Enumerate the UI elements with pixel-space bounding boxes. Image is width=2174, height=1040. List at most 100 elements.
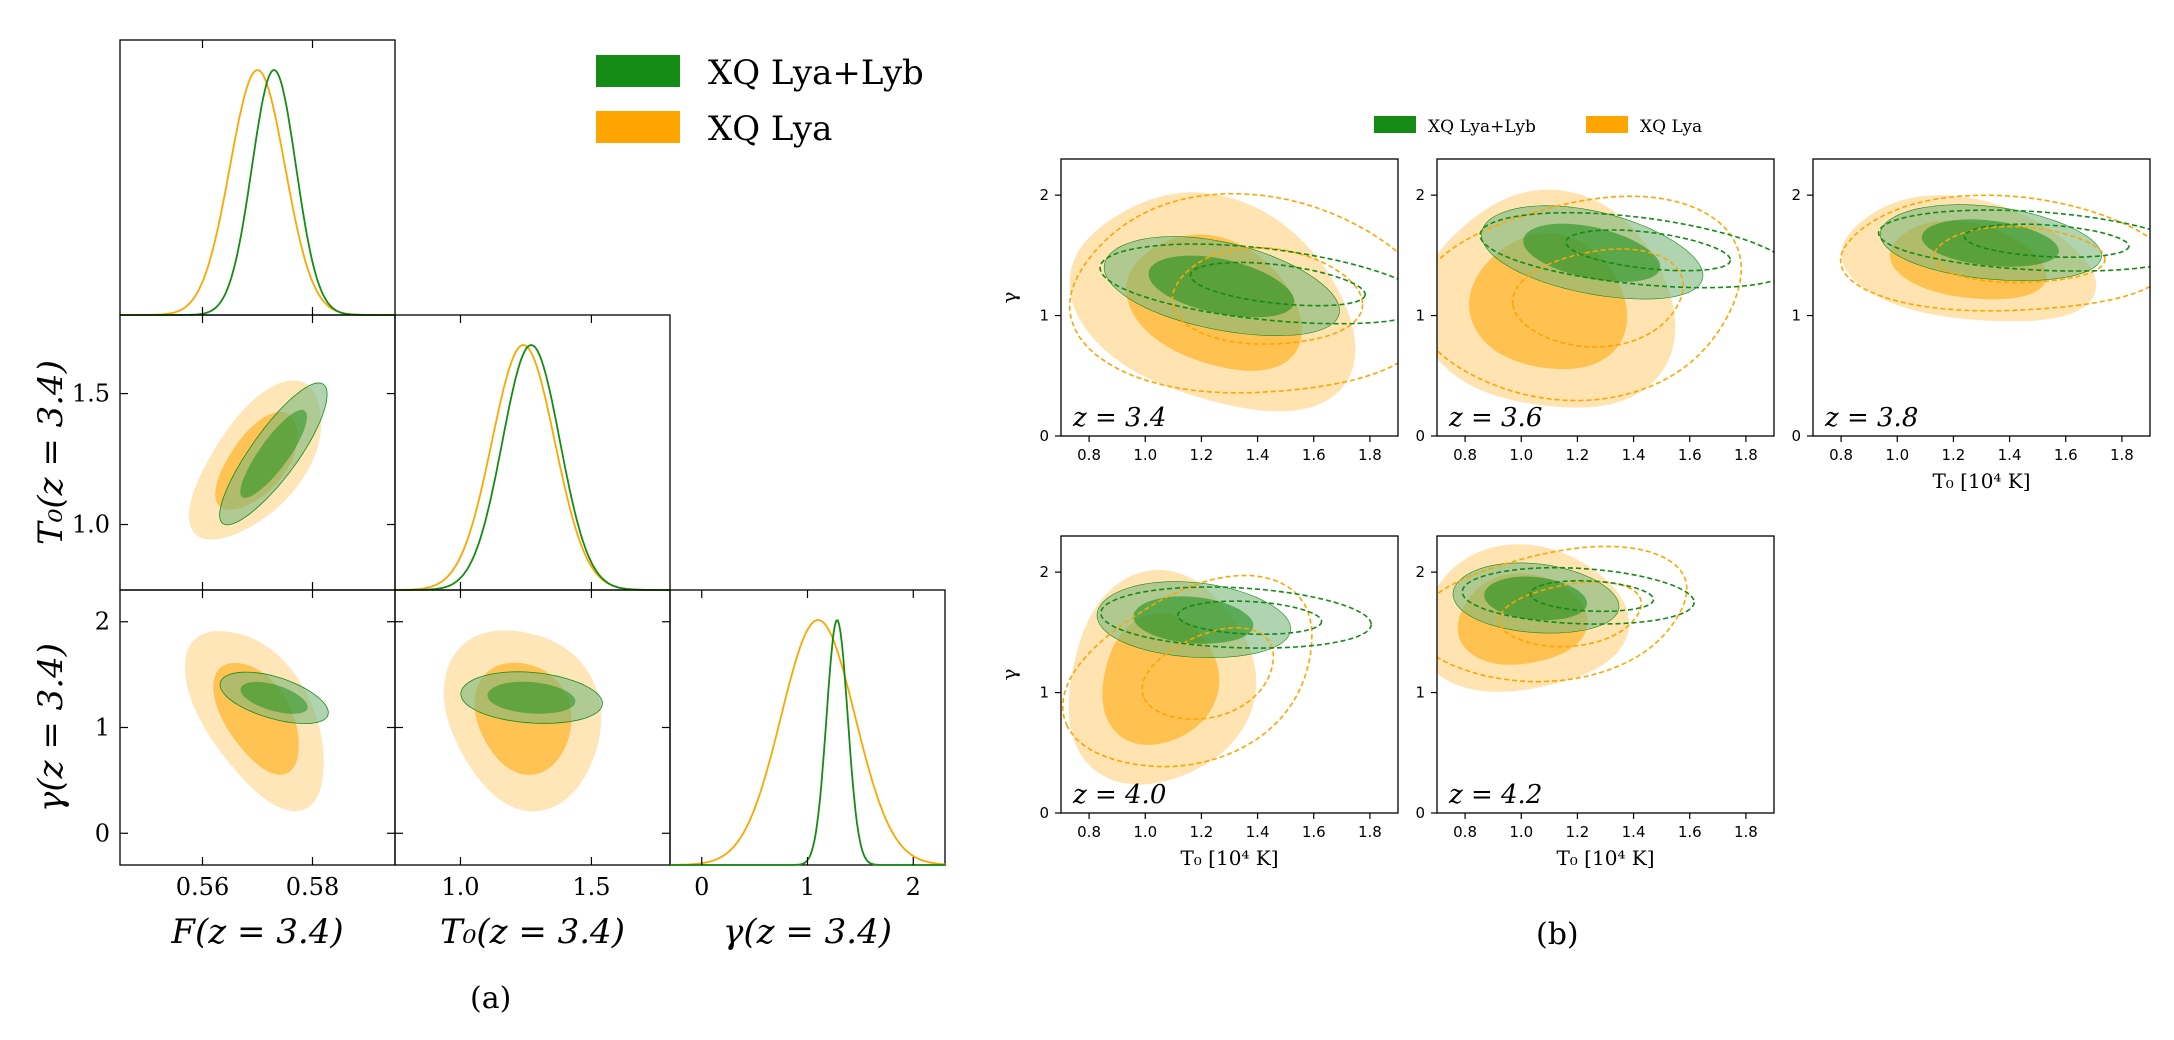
marginal-curve-xqlyalyb <box>120 69 395 316</box>
y-tick-label: 2 <box>1039 563 1049 581</box>
contour-layer <box>188 380 328 540</box>
y-tick-label: 2 <box>1039 186 1049 204</box>
corner-legend: XQ Lya+Lyb XQ Lya <box>596 53 924 149</box>
dashed-68-lyalyb <box>1963 223 2130 258</box>
dashed-68-lyalyb <box>1189 261 1367 307</box>
x-tick-label: 1 <box>800 873 815 901</box>
x-tick-label: 1.2 <box>1941 446 1965 464</box>
panel-label-a: (a) <box>470 981 511 1016</box>
x-tick-label: 1.6 <box>1302 446 1326 464</box>
panel-label-b: (b) <box>1536 917 1579 952</box>
x-tick-label: 1.8 <box>2110 446 2134 464</box>
legend-label-lya: XQ Lya <box>708 109 832 149</box>
redshift-label: z = 3.8 <box>1824 403 1918 433</box>
grid-panel-3: 0.8 1.0 1.2 1.4 1.6 1.8 0 1 2 z = 4.0 γ T₀ [10⁴ K] <box>997 535 1399 870</box>
grid-axes-frame <box>1436 535 1775 814</box>
y-tick-label: 1.0 <box>72 511 110 539</box>
y-tick-label: 2 <box>1415 186 1425 204</box>
legend-label-grid-lyalyb: XQ Lya+Lyb <box>1428 117 1536 137</box>
dashed-95-lyalyb <box>1877 209 2150 272</box>
y-tick-label: 2 <box>1415 563 1425 581</box>
x-tick-label: 0.8 <box>1077 823 1101 841</box>
dashed-95-lyalyb <box>1479 211 1774 289</box>
contour-grid: 0.8 1.0 1.2 1.4 1.6 1.8 0 1 2 z = 3.4 γ 0.8 1.0 1.2 1.… <box>997 158 2151 870</box>
x-tick-label: 0.58 <box>286 873 339 901</box>
dashed-68-lya <box>1498 581 1643 648</box>
corner-cell-1-1 <box>394 314 671 591</box>
x-tick-label: 1.2 <box>1189 446 1213 464</box>
dashed-95-lya <box>1437 545 1688 683</box>
x-tick-label: 1.4 <box>1622 823 1646 841</box>
legend-swatch-lya <box>596 111 680 143</box>
redshift-label: z = 4.0 <box>1072 780 1166 810</box>
x-tick-label: 1.8 <box>1358 823 1382 841</box>
contour-layer <box>1839 194 2150 322</box>
x-tick-label: 1.6 <box>1678 823 1702 841</box>
x-axis-label: T₀ [10⁴ K] <box>1932 469 2030 493</box>
x-tick-label: 2 <box>906 873 921 901</box>
contour-layer <box>443 630 603 812</box>
x-tick-label: 0 <box>694 873 709 901</box>
redshift-label: z = 4.2 <box>1448 780 1542 810</box>
x-tick-label: 1.0 <box>1133 446 1157 464</box>
y-tick-label: 1 <box>1415 684 1425 702</box>
dashed-95-lya <box>1437 195 1743 402</box>
legend-swatch-lyalyb <box>596 55 680 87</box>
grid-legend: XQ Lya+Lyb XQ Lya <box>1374 116 1702 137</box>
x-tick-label: 0.8 <box>1829 446 1853 464</box>
x-tick-label: 1.0 <box>1133 823 1157 841</box>
dashed-95-lyalyb <box>1100 586 1373 649</box>
x-tick-label: 1.8 <box>1734 446 1758 464</box>
x-tick-label: 1.8 <box>1358 446 1382 464</box>
y-axis-label-gamma: γ(z = 3.4) <box>31 643 71 812</box>
contour-layer <box>184 631 329 812</box>
y-tick-label: 0 <box>1039 804 1049 822</box>
corner-cell-1-0: 1.0 1.5 <box>72 314 396 591</box>
y-tick-label: 1 <box>1039 307 1049 325</box>
grid-panel-0: 0.8 1.0 1.2 1.4 1.6 1.8 0 1 2 z = 3.4 γ <box>997 158 1399 464</box>
corner-cell-2-1: 1.0 1.5 <box>394 589 671 901</box>
dashed-95-lyalyb <box>1461 566 1695 625</box>
legend-label-lyalyb: XQ Lya+Lyb <box>708 53 924 93</box>
marginal-curve-xqlya <box>670 619 946 866</box>
x-axis-label: T₀ [10⁴ K] <box>1180 846 1278 870</box>
x-tick-label: 1.6 <box>2054 446 2078 464</box>
marginal-curve-xqlya <box>120 69 395 316</box>
dashed-95-lya <box>1061 574 1313 768</box>
y-axis-label-T0: T₀(z = 3.4) <box>31 360 71 545</box>
y-tick-label: 0 <box>1415 804 1425 822</box>
grid-axes-frame <box>1060 535 1399 814</box>
y-tick-label: 1 <box>1415 307 1425 325</box>
y-tick-label: 1.5 <box>72 380 110 408</box>
x-tick-label: 1.0 <box>441 873 479 901</box>
dashed-68-lya <box>1171 247 1364 345</box>
corner-axes-frame <box>119 39 396 316</box>
contour-layer <box>1437 544 1695 692</box>
contour-68-lyalyb <box>487 681 576 714</box>
x-tick-label: 1.5 <box>572 873 610 901</box>
grid-axes-frame <box>1812 158 2151 437</box>
x-tick-label: 1.6 <box>1302 823 1326 841</box>
grid-panel-2: 0.8 1.0 1.2 1.4 1.6 1.8 0 1 2 z = 3.8 T₀ [10⁴ K] <box>1791 158 2151 493</box>
grid-axes-frame <box>1436 158 1775 437</box>
marginal-curve-xqlyalyb <box>395 344 670 591</box>
y-tick-label: 0 <box>1039 427 1049 445</box>
y-tick-label: 0 <box>1791 427 1801 445</box>
contour-68-lyalyb <box>1148 255 1295 318</box>
contour-layer <box>1068 192 1398 412</box>
dashed-68-lya <box>1933 225 2106 284</box>
x-axis-label-gamma: γ(z = 3.4) <box>723 912 892 952</box>
corner-cell-0-0 <box>119 39 396 316</box>
dashed-68-lyalyb <box>1176 600 1323 636</box>
marginal-curve-xqlya <box>395 344 670 591</box>
legend-swatch-grid-lya <box>1586 116 1628 133</box>
x-tick-label: 1.6 <box>1678 446 1702 464</box>
x-tick-label: 1.4 <box>1622 446 1646 464</box>
contour-68-lyalyb <box>1523 223 1661 282</box>
y-tick-label: 2 <box>95 608 110 636</box>
contour-68-lyalyb <box>1133 596 1254 644</box>
grid-panel-1: 0.8 1.0 1.2 1.4 1.6 1.8 0 1 2 z = 3.6 <box>1415 158 1775 464</box>
y-tick-label: 2 <box>1791 186 1801 204</box>
redshift-label: z = 3.6 <box>1448 403 1542 433</box>
